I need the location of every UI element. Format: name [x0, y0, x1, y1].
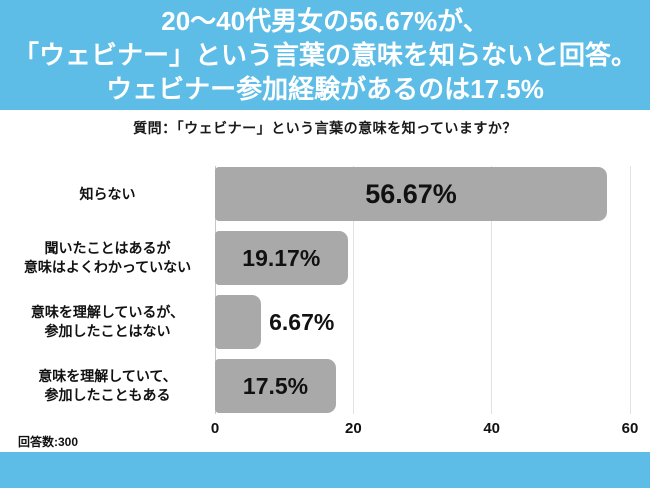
title-banner: 20〜40代男女の56.67%が、 「ウェビナー」という言葉の意味を知らないと回… [0, 0, 650, 110]
gridline [491, 166, 493, 414]
category-label: 知らない [0, 167, 215, 221]
bar [215, 231, 348, 285]
category-label: 聞いたことはあるが意味はよくわかっていない [0, 231, 215, 285]
category-label-line: 参加したことはない [44, 323, 171, 339]
x-tick-label: 20 [344, 420, 362, 437]
gridline [629, 166, 631, 414]
survey-question: 質問：「ウェビナー」という言葉の意味を知っていますか？ [133, 120, 517, 136]
category-label: 意味を理解しているが、 参加したことはない [0, 295, 215, 349]
bar-chart-rows: 知らない 56.67% 聞いたことはあるが意味はよくわかっていない 19.17%… [0, 167, 650, 414]
bar-chart: 知らない 56.67% 聞いたことはあるが意味はよくわかっていない 19.17%… [0, 166, 650, 414]
bar [215, 167, 607, 221]
x-axis: 0 20 40 60 [0, 420, 650, 440]
respondent-count: 回答数:300 [18, 435, 79, 449]
title-line-3: ウェビナー参加経験があるのは17.5% [106, 74, 544, 104]
title-line-1: 20〜40代男女の56.67%が、 [161, 6, 489, 36]
category-label: 意味を理解していて、 参加したこともある [0, 359, 215, 413]
chart-row: 知らない 56.67% [0, 167, 650, 221]
category-label-line: 参加したこともある [44, 387, 171, 403]
value-label: 19.17% [242, 245, 321, 271]
footer-accent-bar [0, 452, 650, 488]
gridline [352, 166, 354, 414]
x-tick-label: 40 [483, 420, 500, 437]
value-label: 56.67% [365, 179, 457, 209]
chart-row: 聞いたことはあるが意味はよくわかっていない 19.17% [0, 231, 650, 285]
value-label: 6.67% [269, 309, 335, 335]
gridline [214, 166, 216, 414]
x-tick-label: 60 [621, 420, 639, 437]
bar [215, 359, 337, 413]
bar [215, 295, 262, 349]
value-label: 17.5% [242, 373, 309, 399]
title-line-2: 「ウェビナー」という言葉の意味を知らないと回答。 [12, 40, 637, 70]
category-label-line: 意味はよくわかっていない [23, 259, 192, 275]
chart-row: 意味を理解していて、 参加したこともある 17.5% [0, 359, 650, 413]
x-tick-label: 0 [210, 420, 220, 437]
chart-row: 意味を理解しているが、 参加したことはない 6.67% [0, 295, 650, 349]
category-label-line: 知らない [79, 185, 136, 202]
category-label-line: 意味を理解しているが、 [30, 304, 185, 320]
category-label-line: 意味を理解していて、 [38, 368, 177, 384]
category-label-line: 聞いたことはあるが [44, 240, 171, 256]
